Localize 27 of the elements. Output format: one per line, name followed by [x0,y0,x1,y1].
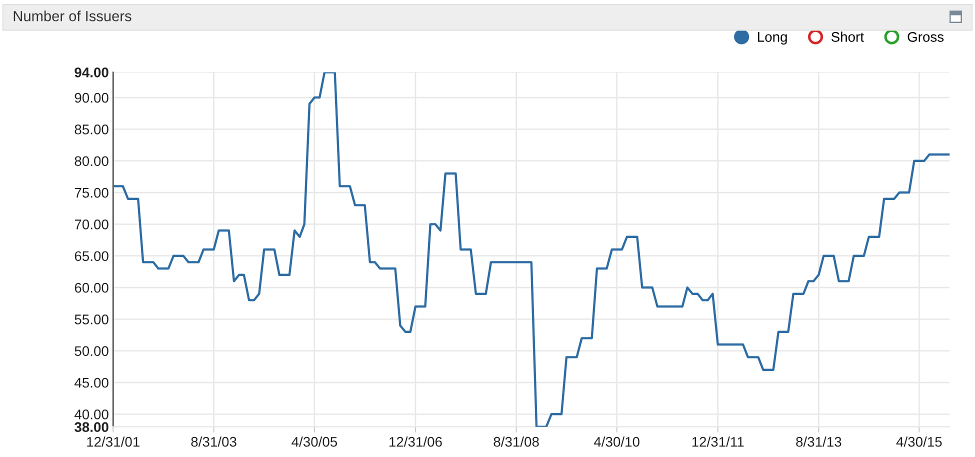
legend-label: Short [831,32,864,42]
y-tick-label: 75.00 [74,188,108,198]
x-tick-label: 4/30/05 [292,436,338,447]
y-tick-label: 90.00 [74,92,108,103]
y-tick-label: 65.00 [74,251,108,262]
y-tick-label: 55.00 [74,314,108,324]
x-tick-label: 12/31/01 [87,436,140,447]
x-tick-label: 4/30/15 [896,436,942,447]
y-tick-label: 38.00 [74,422,108,432]
y-tick-label: 70.00 [74,220,108,230]
legend-label: Gross [908,32,944,42]
legend-label: Long [758,32,787,45]
x-tick-label: 12/31/06 [389,436,442,447]
x-tick-label: 8/31/13 [796,436,842,447]
x-tick-label: 8/31/03 [191,436,236,447]
y-tick-label: 45.00 [74,378,108,388]
y-tick-label: 40.00 [74,410,108,420]
y-tick-label: 80.00 [74,156,108,166]
x-tick-label: 12/31/11 [692,436,744,447]
line-series [113,72,950,427]
y-tick-label: 85.00 [74,124,108,134]
x-tick-label: 8/31/08 [494,436,539,447]
x-tick-label: 4/30/10 [594,436,640,447]
chart-title: Number of Issuers [14,10,132,22]
y-tick-label: 50.00 [74,346,108,356]
y-tick-label: 60.00 [74,282,108,293]
y-tick-label: 94.00 [74,68,108,78]
